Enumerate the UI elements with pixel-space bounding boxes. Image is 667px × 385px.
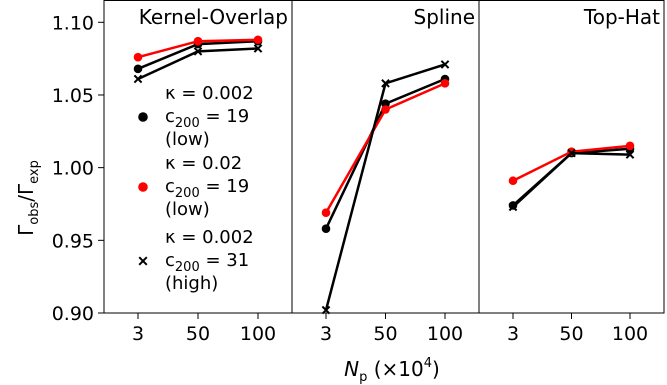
legend-marker bbox=[138, 182, 148, 192]
series-3 bbox=[508, 148, 635, 212]
series-2 bbox=[133, 35, 263, 62]
panel-title: Spline bbox=[414, 5, 475, 29]
y-tick-label: 1.05 bbox=[52, 85, 94, 107]
data-point bbox=[567, 148, 576, 158]
panel-1: 3 50 100 Kernel-Overlap bbox=[103, 0, 293, 345]
data-point bbox=[253, 35, 263, 45]
y-tick-label: 1.00 bbox=[52, 158, 94, 180]
data-point bbox=[625, 150, 635, 159]
data-point bbox=[253, 44, 263, 53]
y-tick-label: 1.10 bbox=[52, 12, 94, 34]
data-point bbox=[321, 305, 331, 315]
data-point bbox=[133, 64, 143, 74]
data-point bbox=[321, 224, 331, 233]
y-axis-ticks: 0.90 0.95 1.00 1.05 1.10 bbox=[52, 12, 104, 325]
data-point bbox=[508, 176, 518, 186]
data-point bbox=[321, 208, 331, 218]
series-1 bbox=[321, 74, 450, 233]
data-point bbox=[381, 105, 390, 114]
data-point bbox=[508, 202, 518, 212]
y-tick-label: 0.90 bbox=[52, 303, 94, 325]
series-2 bbox=[508, 141, 635, 186]
series-3 bbox=[133, 44, 263, 84]
data-point bbox=[625, 141, 635, 151]
legend-marker bbox=[138, 112, 148, 122]
x-tick-label: 3 bbox=[507, 323, 519, 345]
x-tick-label: 100 bbox=[240, 323, 276, 345]
data-point bbox=[193, 47, 203, 56]
series-2 bbox=[321, 79, 450, 218]
panel-3: 3 50 100 Top-Hat bbox=[478, 0, 665, 345]
data-point bbox=[440, 79, 450, 88]
data-point bbox=[133, 74, 143, 84]
legend-line-2: c200 = 31 bbox=[165, 250, 249, 275]
data-point bbox=[381, 79, 390, 88]
y-tick-label: 0.95 bbox=[52, 230, 94, 252]
legend-line-1: κ = 0.002 bbox=[165, 227, 254, 248]
legend-line-1: κ = 0.002 bbox=[165, 83, 254, 104]
legend-line-1: κ = 0.02 bbox=[165, 153, 242, 174]
chart-panels: 3 50 100 Kernel-Overlap 3 50 100 Spline 3 50 100 To… bbox=[103, 0, 665, 345]
legend-marker bbox=[138, 256, 148, 266]
x-tick-label: 50 bbox=[559, 323, 583, 345]
series-3 bbox=[321, 60, 450, 315]
panel-title: Top-Hat bbox=[583, 5, 660, 29]
x-tick-label: 50 bbox=[373, 323, 397, 345]
legend-line-3: (low) bbox=[165, 129, 210, 150]
panel-2: 3 50 100 Spline bbox=[291, 0, 480, 345]
data-point bbox=[133, 52, 143, 62]
x-axis-label: Np (×104) bbox=[344, 356, 440, 385]
panel-title: Kernel-Overlap bbox=[139, 5, 288, 29]
data-point bbox=[440, 60, 450, 69]
legend-line-3: (high) bbox=[165, 273, 218, 294]
x-tick-label: 100 bbox=[427, 323, 463, 345]
x-tick-label: 100 bbox=[612, 323, 648, 345]
legend-line-3: (low) bbox=[165, 199, 210, 220]
data-point bbox=[193, 36, 203, 46]
legend-line-2: c200 = 19 bbox=[165, 106, 249, 131]
legend-line-2: c200 = 19 bbox=[165, 176, 249, 201]
x-tick-label: 3 bbox=[132, 323, 144, 345]
y-axis-label: Γobs/Γexp bbox=[14, 160, 42, 236]
panel-frame bbox=[291, 0, 480, 314]
x-tick-label: 50 bbox=[186, 323, 210, 345]
series-line bbox=[512, 151, 631, 208]
x-tick-label: 3 bbox=[320, 323, 332, 345]
